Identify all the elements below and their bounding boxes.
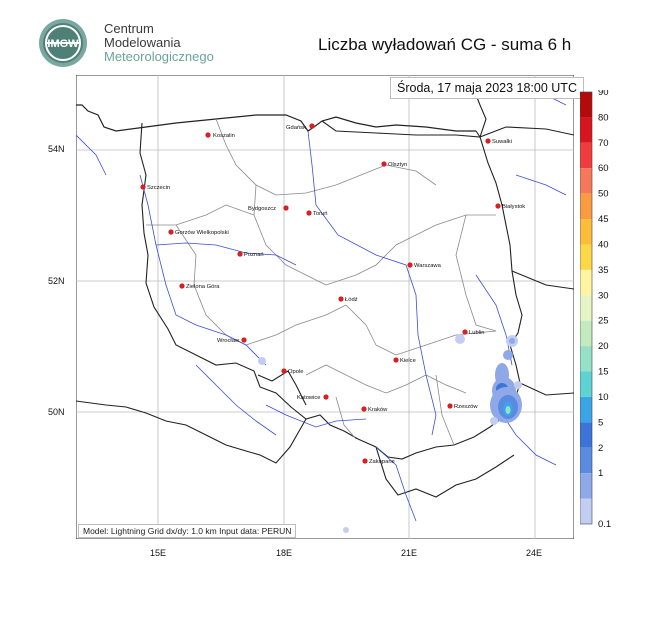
lon-label-18e-outer: 18E xyxy=(276,548,293,558)
colorbar-swatch xyxy=(580,447,592,474)
city-label: Szczecin xyxy=(147,185,170,191)
colorbar-swatch xyxy=(580,371,592,397)
border-czech-germany xyxy=(76,370,307,464)
imgw-logo: IMGW xyxy=(39,19,87,67)
city-label: Gdańsk xyxy=(286,125,306,131)
city-label: Lublin xyxy=(469,330,484,336)
lightning-field xyxy=(258,334,522,533)
city-label: Wrocław xyxy=(217,338,240,344)
coastline xyxy=(76,104,476,132)
colorbar-swatch xyxy=(580,219,592,245)
colorbar-swatch xyxy=(580,244,592,270)
colorbar-swatch xyxy=(580,473,592,499)
lightning-map: Koszalin Gdańsk Suwałki Szczecin Olsztyn… xyxy=(76,75,574,539)
city-label: Katowice xyxy=(297,395,321,401)
colorbar-label: 25 xyxy=(598,316,609,327)
colorbar-label: 50 xyxy=(598,189,609,200)
organization-name: Centrum Modelowania Meteorologicznego xyxy=(104,22,214,64)
colorbar-swatch xyxy=(580,193,592,220)
colorbar-label: 15 xyxy=(598,367,609,378)
city-label: Kraków xyxy=(368,407,388,413)
valid-time-box: Środa, 17 maja 2023 18:00 UTC xyxy=(390,77,584,99)
map-title: Liczba wyładowań CG - suma 6 h xyxy=(318,35,572,54)
colorbar-label: 90 xyxy=(598,90,609,98)
colorbar-label: 40 xyxy=(598,239,609,250)
org-line-2: Modelowania xyxy=(104,35,181,50)
colorbar-swatch xyxy=(580,320,592,347)
city-label: Bydgoszcz xyxy=(248,206,276,212)
logo-text: IMGW xyxy=(47,38,79,50)
city-label: Zakopane xyxy=(369,459,395,465)
colorbar-label: 30 xyxy=(598,290,609,301)
colorbar-swatch xyxy=(580,92,592,118)
city-label: Łódź xyxy=(345,297,358,303)
city-label: Toruń xyxy=(313,211,328,217)
city-label: Olsztyn xyxy=(388,162,407,168)
lat-label-54n-outer: 54N xyxy=(48,144,65,154)
colorbar-frame xyxy=(580,91,593,525)
colorbar-label: 1 xyxy=(598,468,603,479)
colorbar-label: 80 xyxy=(598,112,609,123)
colorbar-swatch xyxy=(580,346,592,372)
colorbar-label: 45 xyxy=(598,214,609,225)
model-info-box: Model: Lightning Grid dx/dy: 1.0 km Inpu… xyxy=(78,524,297,538)
colorbar-label: 10 xyxy=(598,392,609,403)
border-slovakia-hungary xyxy=(375,446,515,498)
colorbar-swatch xyxy=(580,498,592,524)
colorbar-swatch xyxy=(580,422,592,448)
city-label: Suwałki xyxy=(492,139,512,145)
org-line-1: Centrum xyxy=(104,21,154,36)
colorbar-swatch xyxy=(580,168,592,194)
city-label: Gorzów Wielkopolski xyxy=(175,230,229,236)
colorbar-label: 0.1 xyxy=(598,519,611,530)
colorbar-swatch xyxy=(580,396,592,423)
city-labels: Koszalin Gdańsk Suwałki Szczecin Olsztyn… xyxy=(147,125,525,465)
colorbar-swatch xyxy=(580,117,592,143)
colorbar: 90 80 70 60 50 45 40 35 30 25 20 15 10 5 2 1 0.1 xyxy=(580,90,611,530)
city-label: Kielce xyxy=(400,358,416,364)
colorbar-label: 5 xyxy=(598,417,603,428)
colorbar-label: 60 xyxy=(598,163,609,174)
colorbar-swatch xyxy=(580,269,592,296)
graticule xyxy=(76,75,574,539)
city-label: Koszalin xyxy=(213,133,235,139)
city-label: Warszawa xyxy=(414,263,442,269)
lon-label-21e-outer: 21E xyxy=(401,548,418,558)
city-label: Białystok xyxy=(502,204,525,210)
colorbar-label: 35 xyxy=(598,265,609,276)
lat-label-50n-outer: 50N xyxy=(48,407,65,417)
colorbar-label: 2 xyxy=(598,443,603,454)
colorbar-label: 20 xyxy=(598,341,609,352)
colorbar-swatch xyxy=(580,142,592,169)
org-line-3: Meteorologicznego xyxy=(104,49,214,64)
border-ukraine xyxy=(519,382,574,396)
city-label: Rzeszów xyxy=(454,404,478,410)
city-label: Zielona Góra xyxy=(186,284,220,290)
lon-label-15e-outer: 15E xyxy=(150,548,167,558)
colorbar-label: 70 xyxy=(598,138,609,149)
colorbar-swatch xyxy=(580,295,592,321)
border-lithuania-belarus xyxy=(479,126,574,290)
city-label: Opole xyxy=(288,369,303,375)
border-kaliningrad xyxy=(321,84,487,138)
city-markers xyxy=(140,123,501,464)
lat-label-52n-outer: 52N xyxy=(48,276,65,286)
lon-label-24e-outer: 24E xyxy=(526,548,543,558)
city-label: Poznań xyxy=(244,252,264,258)
